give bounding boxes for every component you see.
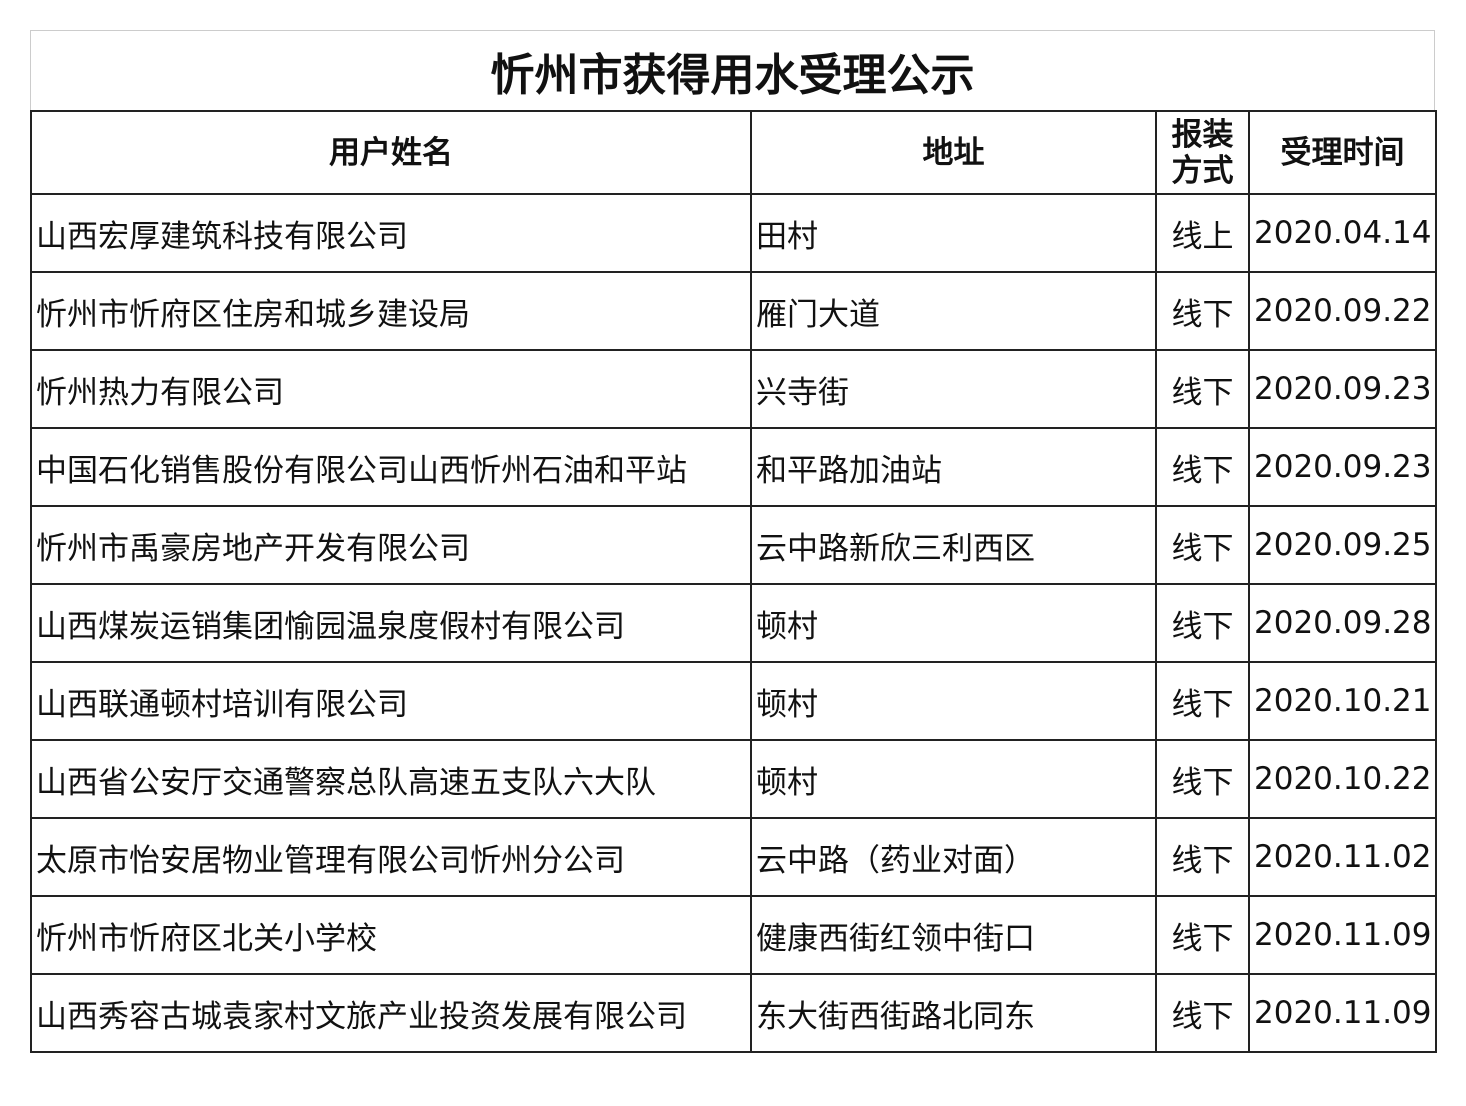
user-name-cell: 山西联通顿村培训有限公司 xyxy=(30,661,752,741)
table-row: 太原市怡安居物业管理有限公司忻州分公司 云中路（药业对面） 线下 2020.11.02 xyxy=(30,817,1437,897)
table-row: 山西秀容古城袁家村文旅产业投资发展有限公司 东大街西街路北同东 线下 2020.11.… xyxy=(30,973,1437,1053)
date-cell: 2020.09.23 xyxy=(1248,427,1437,507)
user-name-cell: 忻州市忻府区住房和城乡建设局 xyxy=(30,271,752,351)
method-cell: 线下 xyxy=(1155,583,1250,663)
method-cell: 线下 xyxy=(1155,271,1250,351)
header-address: 地址 xyxy=(750,110,1157,195)
table-row: 忻州热力有限公司 兴寺街 线下 2020.09.23 xyxy=(30,349,1437,429)
method-cell: 线下 xyxy=(1155,973,1250,1053)
address-cell: 云中路（药业对面） xyxy=(750,817,1157,897)
date-cell: 2020.11.09 xyxy=(1248,895,1437,975)
address-cell: 兴寺街 xyxy=(750,349,1157,429)
address-cell: 顿村 xyxy=(750,583,1157,663)
address-cell: 田村 xyxy=(750,193,1157,273)
address-cell: 雁门大道 xyxy=(750,271,1157,351)
header-date: 受理时间 xyxy=(1248,110,1437,195)
method-cell: 线下 xyxy=(1155,817,1250,897)
method-cell: 线下 xyxy=(1155,895,1250,975)
address-cell: 顿村 xyxy=(750,661,1157,741)
method-cell: 线下 xyxy=(1155,661,1250,741)
table-row: 山西联通顿村培训有限公司 顿村 线下 2020.10.21 xyxy=(30,661,1437,741)
date-cell: 2020.04.14 xyxy=(1248,193,1437,273)
header-row: 用户姓名 地址 报装方式 受理时间 xyxy=(30,110,1437,195)
table-row: 山西省公安厅交通警察总队高速五支队六大队 顿村 线下 2020.10.22 xyxy=(30,739,1437,819)
address-cell: 顿村 xyxy=(750,739,1157,819)
address-cell: 健康西街红领中街口 xyxy=(750,895,1157,975)
user-name-cell: 山西宏厚建筑科技有限公司 xyxy=(30,193,752,273)
header-method: 报装方式 xyxy=(1155,110,1250,195)
method-cell: 线上 xyxy=(1155,193,1250,273)
date-cell: 2020.11.02 xyxy=(1248,817,1437,897)
notice-table-container: 忻州市获得用水受理公示 用户姓名 地址 报装方式 受理时间 山西宏厚建筑科技有限… xyxy=(30,30,1437,1053)
table-row: 忻州市禹豪房地产开发有限公司 云中路新欣三利西区 线下 2020.09.25 xyxy=(30,505,1437,585)
date-cell: 2020.09.23 xyxy=(1248,349,1437,429)
user-name-cell: 忻州热力有限公司 xyxy=(30,349,752,429)
user-name-cell: 忻州市禹豪房地产开发有限公司 xyxy=(30,505,752,585)
notice-table: 用户姓名 地址 报装方式 受理时间 山西宏厚建筑科技有限公司 田村 线上 2020.0… xyxy=(30,110,1437,1053)
address-cell: 云中路新欣三利西区 xyxy=(750,505,1157,585)
table-row: 忻州市忻府区住房和城乡建设局 雁门大道 线下 2020.09.22 xyxy=(30,271,1437,351)
date-cell: 2020.10.22 xyxy=(1248,739,1437,819)
method-cell: 线下 xyxy=(1155,505,1250,585)
table-row: 山西煤炭运销集团愉园温泉度假村有限公司 顿村 线下 2020.09.28 xyxy=(30,583,1437,663)
table-row: 山西宏厚建筑科技有限公司 田村 线上 2020.04.14 xyxy=(30,193,1437,273)
date-cell: 2020.11.09 xyxy=(1248,973,1437,1053)
date-cell: 2020.09.25 xyxy=(1248,505,1437,585)
header-user-name: 用户姓名 xyxy=(30,110,752,195)
address-cell: 东大街西街路北同东 xyxy=(750,973,1157,1053)
date-cell: 2020.10.21 xyxy=(1248,661,1437,741)
table-title: 忻州市获得用水受理公示 xyxy=(30,30,1435,110)
date-cell: 2020.09.22 xyxy=(1248,271,1437,351)
table-row: 忻州市忻府区北关小学校 健康西街红领中街口 线下 2020.11.09 xyxy=(30,895,1437,975)
method-cell: 线下 xyxy=(1155,739,1250,819)
user-name-cell: 山西秀容古城袁家村文旅产业投资发展有限公司 xyxy=(30,973,752,1053)
user-name-cell: 山西煤炭运销集团愉园温泉度假村有限公司 xyxy=(30,583,752,663)
user-name-cell: 忻州市忻府区北关小学校 xyxy=(30,895,752,975)
user-name-cell: 中国石化销售股份有限公司山西忻州石油和平站 xyxy=(30,427,752,507)
user-name-cell: 太原市怡安居物业管理有限公司忻州分公司 xyxy=(30,817,752,897)
address-cell: 和平路加油站 xyxy=(750,427,1157,507)
date-cell: 2020.09.28 xyxy=(1248,583,1437,663)
user-name-cell: 山西省公安厅交通警察总队高速五支队六大队 xyxy=(30,739,752,819)
table-row: 中国石化销售股份有限公司山西忻州石油和平站 和平路加油站 线下 2020.09.23 xyxy=(30,427,1437,507)
method-cell: 线下 xyxy=(1155,427,1250,507)
method-cell: 线下 xyxy=(1155,349,1250,429)
